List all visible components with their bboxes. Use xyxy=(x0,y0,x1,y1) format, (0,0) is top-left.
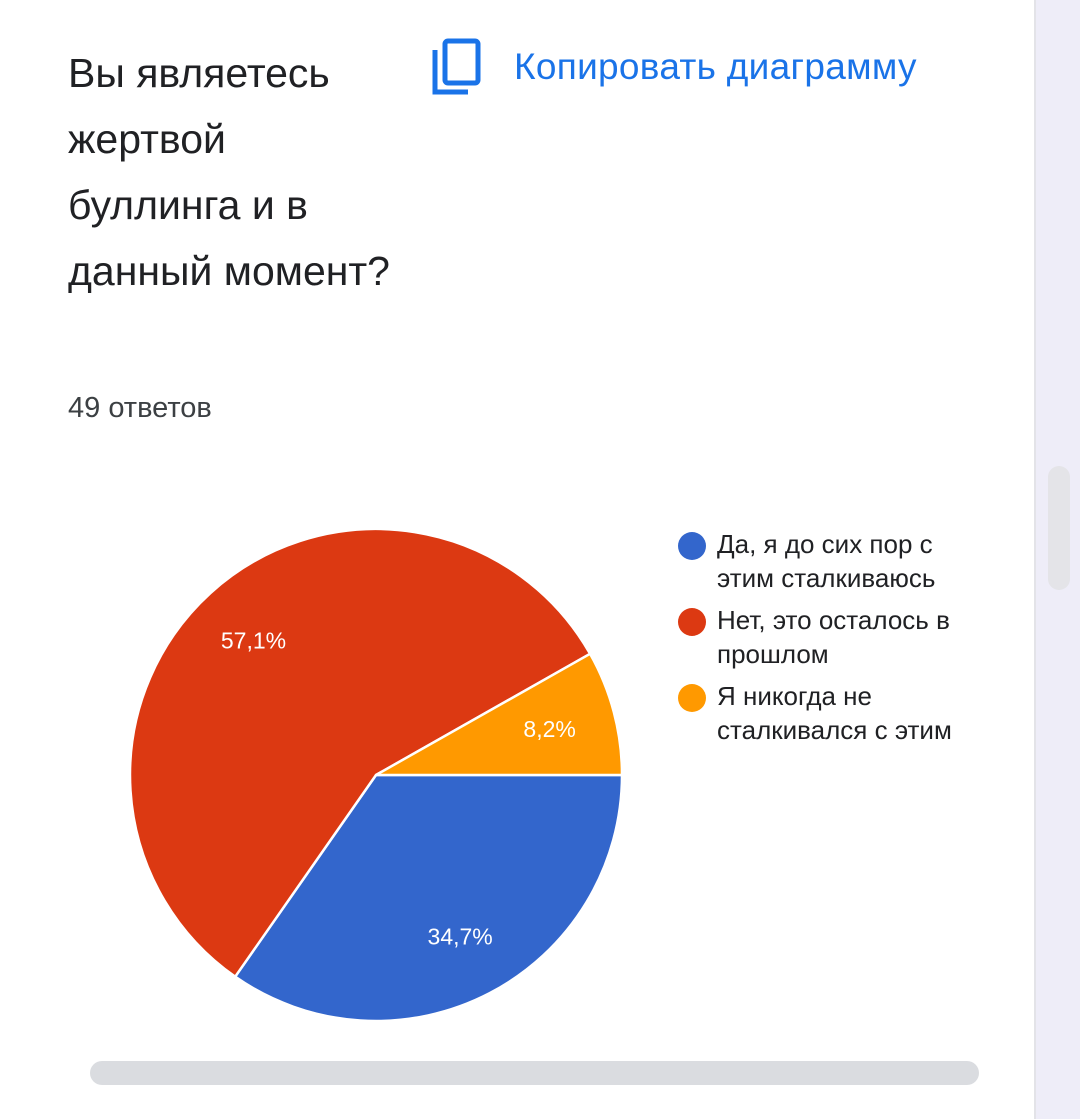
chart-card: Вы являетесь жертвой буллинга и в данный… xyxy=(68,0,1036,1119)
legend-item-0[interactable]: Да, я до сих пор с этим сталкиваюсь xyxy=(678,527,978,595)
legend-item-2[interactable]: Я никогда не сталкивался с этим xyxy=(678,679,978,747)
pie-slice-label-0: 34,7% xyxy=(428,923,493,949)
chart-legend: Да, я до сих пор с этим сталкиваюсь Нет, … xyxy=(678,527,978,755)
legend-swatch-0 xyxy=(678,532,706,560)
legend-swatch-1 xyxy=(678,608,706,636)
pie-slice-label-2: 8,2% xyxy=(523,716,575,742)
copy-icon xyxy=(432,38,481,95)
copy-chart-button[interactable]: Копировать диаграмму xyxy=(430,36,917,98)
legend-swatch-2 xyxy=(678,684,706,712)
copy-chart-label: Копировать диаграмму xyxy=(514,46,917,87)
legend-label-2: Я никогда не сталкивался с этим xyxy=(717,681,952,745)
pie-slice-1[interactable] xyxy=(128,527,592,978)
horizontal-scrollbar[interactable] xyxy=(90,1061,979,1085)
response-count: 49 ответов xyxy=(68,392,212,424)
pie-slice-2[interactable] xyxy=(374,652,624,777)
legend-item-1[interactable]: Нет, это осталось в прошлом xyxy=(678,603,978,671)
vertical-scrollbar[interactable] xyxy=(1048,466,1070,590)
pie-slice-label-1: 57,1% xyxy=(221,627,286,653)
legend-label-0: Да, я до сих пор с этим сталкиваюсь xyxy=(717,529,936,593)
pie-chart: 34,7% 57,1% 8,2% xyxy=(128,527,624,1023)
legend-label-1: Нет, это осталось в прошлом xyxy=(717,605,950,669)
pie-slice-0[interactable] xyxy=(233,773,624,1023)
question-title: Вы являетесь жертвой буллинга и в данный… xyxy=(68,50,390,294)
